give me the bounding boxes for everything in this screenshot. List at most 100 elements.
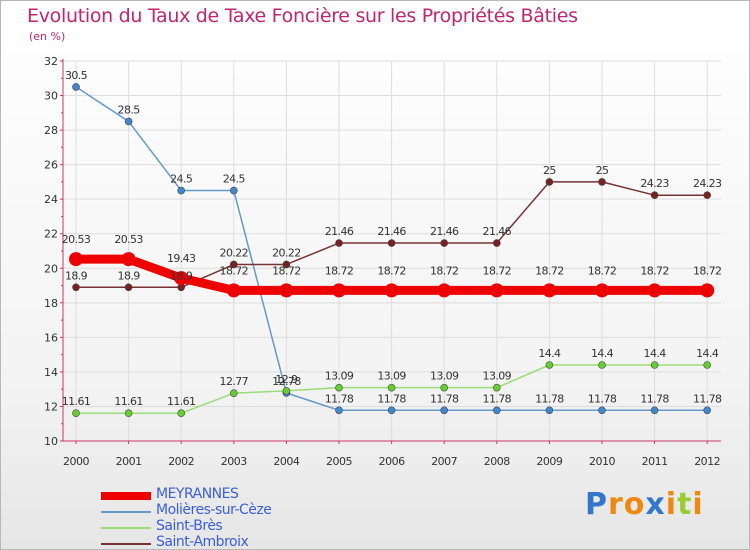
data-label: 18.72 (377, 264, 406, 277)
data-point (121, 252, 136, 267)
legend-swatch (101, 527, 151, 529)
legend-label: Saint-Brès (156, 518, 223, 534)
data-point (124, 283, 133, 292)
data-label: 18.72 (430, 264, 459, 277)
logo-letter: r (608, 487, 624, 522)
x-tick-label: 2003 (221, 455, 247, 468)
data-label: 11.78 (693, 392, 722, 405)
data-point (650, 406, 659, 415)
logo-letter: P (585, 487, 608, 522)
data-label: 20.22 (272, 246, 301, 259)
x-tick-label: 2000 (63, 455, 89, 468)
data-label: 14.4 (696, 347, 719, 360)
y-tick-label: 14 (44, 366, 58, 379)
data-point (440, 383, 449, 392)
data-label: 24.23 (693, 177, 722, 190)
data-label: 12.78 (272, 375, 301, 388)
data-label: 24.5 (170, 173, 193, 186)
data-label: 11.61 (114, 395, 143, 408)
y-tick-label: 24 (44, 193, 58, 206)
x-tick-label: 2009 (536, 455, 562, 468)
data-point (230, 260, 238, 269)
data-label: 21.46 (377, 225, 406, 238)
y-tick-label: 16 (44, 331, 58, 344)
chart-title: Evolution du Taux de Taxe Foncière sur l… (27, 5, 578, 27)
legend-swatch (101, 492, 151, 500)
data-point (492, 383, 501, 392)
data-label: 25 (596, 164, 609, 177)
x-tick-label: 2005 (326, 455, 352, 468)
data-point (545, 361, 554, 369)
data-label: 11.78 (483, 392, 512, 405)
y-tick-label: 22 (44, 228, 58, 241)
data-point (703, 406, 712, 415)
data-point (72, 283, 80, 292)
data-point (647, 283, 662, 298)
x-tick-label: 2001 (116, 455, 142, 468)
logo-letter: i (692, 487, 704, 522)
data-point (700, 283, 715, 298)
data-point (440, 239, 449, 247)
legend-label: Saint-Ambroix (156, 534, 249, 550)
data-point (545, 178, 554, 186)
legend-label: MEYRANNES (156, 486, 239, 502)
data-label: 20.53 (114, 233, 143, 246)
data-point (703, 361, 712, 369)
legend-item: MEYRANNES (101, 486, 361, 503)
data-label: 24.5 (223, 173, 246, 186)
x-tick-label: 2004 (273, 455, 299, 468)
data-point (72, 409, 80, 417)
data-label: 11.61 (62, 395, 91, 408)
x-tick-label: 2006 (379, 455, 405, 468)
legend-swatch (101, 511, 151, 513)
data-point (282, 387, 291, 395)
data-point (437, 283, 452, 298)
data-point (492, 406, 501, 415)
data-label: 18.72 (535, 264, 564, 277)
data-point (703, 191, 712, 200)
data-point (335, 383, 343, 392)
x-tick-label: 2002 (168, 455, 194, 468)
y-tick-label: 18 (44, 297, 58, 310)
data-label: 11.78 (640, 392, 669, 405)
data-label: 11.78 (588, 392, 617, 405)
data-label: 14.4 (644, 347, 667, 360)
x-tick-label: 2010 (589, 455, 615, 468)
data-point (492, 239, 501, 247)
data-label: 20.22 (220, 246, 249, 259)
legend-swatch (101, 543, 151, 545)
legend-item: Saint-Brès (101, 518, 361, 535)
x-tick-label: 2007 (431, 455, 457, 468)
x-tick-label: 2011 (642, 455, 668, 468)
y-tick-label: 30 (44, 90, 58, 103)
data-point (72, 83, 80, 91)
data-point (598, 178, 606, 186)
data-label: 21.46 (483, 225, 512, 238)
data-label: 14.4 (591, 347, 614, 360)
legend: MEYRANNES Molières-sur-Cèze Saint-Brès Sain… (101, 486, 361, 550)
data-label: 21.46 (430, 225, 459, 238)
y-tick-label: 10 (44, 435, 58, 448)
chart-subtitle: (en %) (29, 30, 66, 43)
data-point (489, 283, 504, 298)
data-label: 21.46 (325, 225, 354, 238)
data-point (598, 361, 606, 369)
data-label: 12.77 (220, 375, 249, 388)
data-label: 11.78 (430, 392, 459, 405)
data-point (332, 283, 346, 298)
logo-letter: t (677, 487, 693, 522)
data-label: 12.9 (275, 373, 298, 386)
data-point (230, 389, 238, 397)
data-label: 18.72 (588, 264, 617, 277)
data-point (387, 239, 396, 247)
data-point (279, 283, 294, 298)
data-point (387, 383, 396, 392)
data-point (440, 406, 449, 415)
logo-letter: x (645, 487, 666, 522)
data-label: 14.4 (538, 347, 561, 360)
data-label: 13.09 (377, 370, 406, 383)
data-point (177, 186, 185, 195)
data-point (542, 283, 557, 298)
data-point (595, 283, 609, 298)
